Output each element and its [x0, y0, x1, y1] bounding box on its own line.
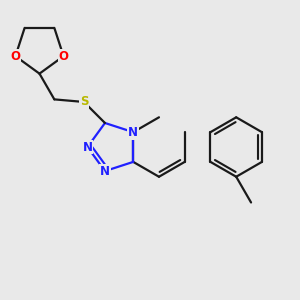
Text: N: N — [100, 165, 110, 178]
Text: O: O — [11, 50, 20, 63]
Text: N: N — [128, 126, 138, 139]
Text: O: O — [58, 50, 68, 63]
Text: N: N — [82, 140, 92, 154]
Text: S: S — [80, 95, 88, 109]
